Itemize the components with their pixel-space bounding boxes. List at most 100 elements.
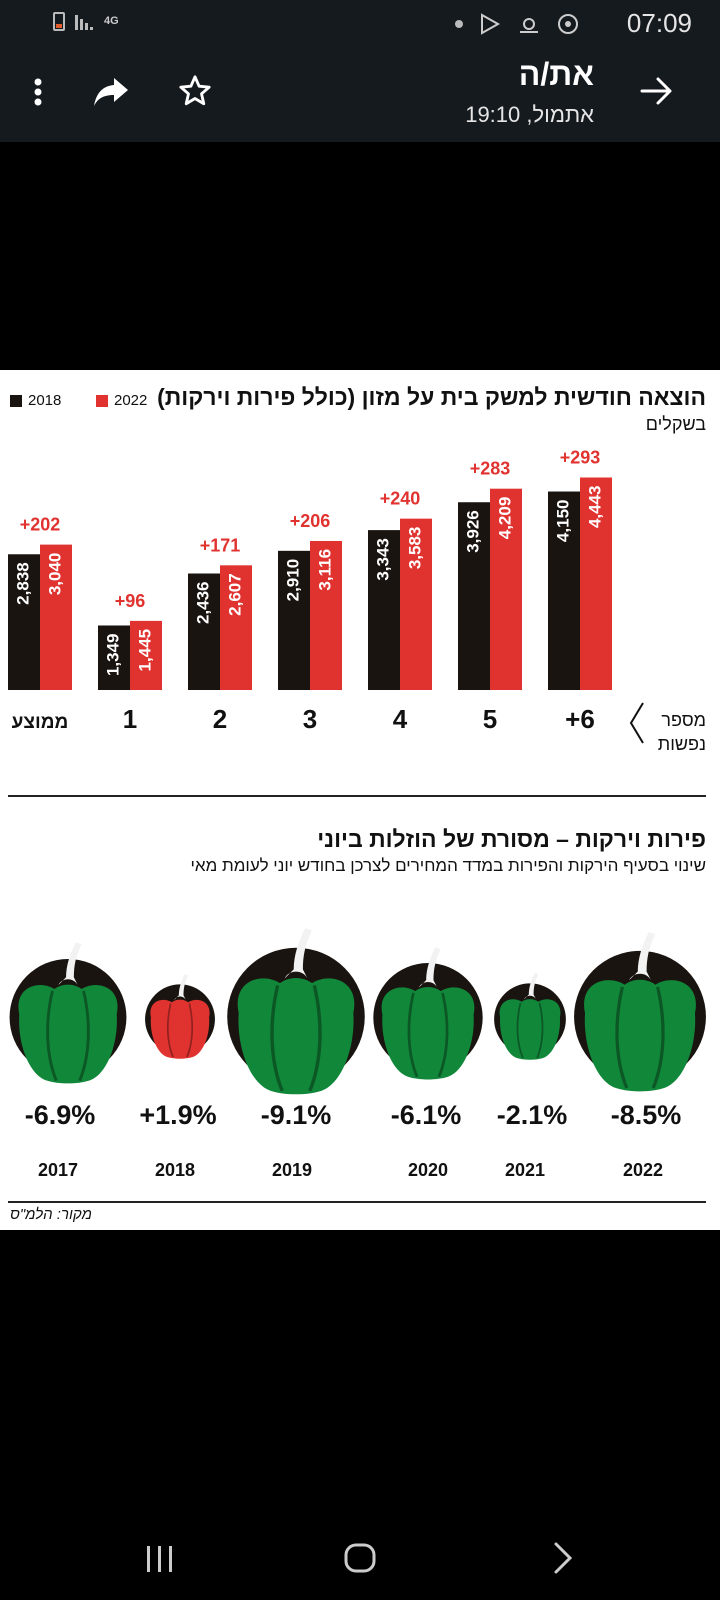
bar-value-label: 2,436 xyxy=(193,581,212,624)
percent-label: -6.9% xyxy=(25,1100,96,1130)
pepper-body xyxy=(584,979,696,1092)
year-label: 2019 xyxy=(272,1160,312,1180)
pepper-ridge xyxy=(615,986,665,1089)
pepper-stem xyxy=(629,931,656,981)
difference-label: +293 xyxy=(560,450,601,468)
pepper-body xyxy=(381,987,475,1080)
divider xyxy=(8,795,706,797)
bar-2018 xyxy=(278,550,310,690)
status-right-icons xyxy=(454,12,580,36)
back-icon[interactable] xyxy=(550,1540,576,1576)
sync-icon xyxy=(558,14,578,34)
source-note: מקור: הלמ"ס xyxy=(10,1206,92,1223)
app-top-bar: את/ה אתמול, 19:10 xyxy=(0,46,720,142)
pepper-ridge xyxy=(516,1002,544,1059)
bar-chart: 2,838 3,040 +202 ממוצע 1,349 1,445 +96 1 2,436 2,… xyxy=(8,450,612,734)
bar-value-label: 2,838 xyxy=(13,562,32,605)
dot-icon xyxy=(455,20,463,28)
chart1-subtitle: בשקלים xyxy=(645,414,706,434)
bar-value-label: 3,040 xyxy=(45,553,64,596)
home-icon[interactable] xyxy=(342,1540,378,1576)
category-label: 6+ xyxy=(565,704,595,734)
divider xyxy=(8,1201,706,1203)
page-title: את/ה xyxy=(518,56,594,92)
pepper-stem xyxy=(524,973,539,1000)
year-label: 2021 xyxy=(505,1160,545,1180)
category-label: 3 xyxy=(303,704,317,734)
pepper-ridge xyxy=(166,1003,194,1058)
year-label: 2018 xyxy=(155,1160,195,1180)
bar-value-label: 3,116 xyxy=(315,549,334,591)
pepper-icon xyxy=(584,931,696,1092)
pepper-chart: -6.9% 2017 +1.9% 2018 -9.1% 2019 -6.1% 2020 -2.1… xyxy=(9,928,706,1180)
legend-2022: 2022 xyxy=(96,392,147,409)
status-bar: 4G 07:09 xyxy=(0,0,720,46)
recent-apps-icon[interactable] xyxy=(143,1542,177,1576)
pepper-stem xyxy=(284,928,313,979)
difference-label: +240 xyxy=(380,489,421,509)
more-vertical-icon[interactable] xyxy=(28,74,48,110)
system-nav-bar xyxy=(0,1520,720,1600)
difference-label: +171 xyxy=(200,535,241,555)
bar-2018 xyxy=(458,502,490,690)
star-icon[interactable] xyxy=(178,74,212,108)
difference-label: +206 xyxy=(290,511,331,531)
bar-value-label: 3,343 xyxy=(373,538,392,581)
bar-2022 xyxy=(490,488,522,690)
axis-label-line2: נפשות xyxy=(657,734,706,754)
percent-label: -9.1% xyxy=(261,1100,332,1130)
bar-2022 xyxy=(400,518,432,690)
legend-swatch xyxy=(10,394,22,407)
bar-value-label: 2,607 xyxy=(225,573,244,616)
legend-label: 2022 xyxy=(114,392,148,409)
axis-label-line1: מספר xyxy=(661,710,706,730)
battery-icon xyxy=(53,12,65,31)
pepper-stem xyxy=(58,942,82,986)
weather-icon xyxy=(520,18,538,33)
year-label: 2020 xyxy=(408,1160,448,1180)
pepper-body xyxy=(18,984,118,1084)
bar-2018 xyxy=(188,573,220,690)
pepper-ridge xyxy=(270,985,322,1092)
status-left: 4G xyxy=(52,10,119,32)
percent-label: -6.1% xyxy=(391,1100,462,1130)
year-label: 2017 xyxy=(38,1160,78,1180)
legend-swatch xyxy=(96,394,108,407)
pepper-ridge xyxy=(46,990,90,1082)
category-label: 2 xyxy=(213,704,227,734)
bar-value-label: 3,926 xyxy=(463,510,482,553)
pepper-stem xyxy=(174,974,189,1000)
chart2-title: פירות וירקות – מסורת של הוזלות ביוני xyxy=(317,826,706,852)
bar-2022 xyxy=(310,540,342,690)
pepper-icon xyxy=(237,928,355,1095)
category-label: 4 xyxy=(393,704,408,734)
bar-2018 xyxy=(98,625,130,690)
category-label: ממוצע xyxy=(12,712,69,733)
percent-label: -8.5% xyxy=(611,1100,682,1130)
bar-2022 xyxy=(130,620,162,690)
category-label: 5 xyxy=(483,704,497,734)
percent-label: -2.1% xyxy=(497,1100,568,1130)
bar-value-label: 4,150 xyxy=(553,500,572,543)
infographic: הוצאה חודשית למשק בית על מזון (כולל פירו… xyxy=(0,370,720,1230)
pepper-icon xyxy=(381,947,475,1080)
bar-2022 xyxy=(40,544,72,690)
pepper-icon xyxy=(150,974,210,1059)
signal-icon xyxy=(75,15,93,30)
chevron-left-icon xyxy=(629,702,644,744)
share-icon[interactable] xyxy=(92,74,132,110)
legend-2018: 2018 xyxy=(10,392,61,409)
pepper-icon xyxy=(499,973,561,1060)
category-label: 1 xyxy=(123,704,137,734)
pepper-body xyxy=(499,999,561,1060)
bar-value-label: 2,910 xyxy=(283,559,302,602)
pepper-icon xyxy=(18,942,118,1084)
bar-value-label: 4,443 xyxy=(585,486,604,529)
pepper-body xyxy=(150,999,210,1059)
arrow-right-icon[interactable] xyxy=(640,76,674,106)
bar-value-label: 3,583 xyxy=(405,527,424,570)
difference-label: +96 xyxy=(115,591,146,611)
difference-label: +202 xyxy=(20,515,61,535)
legend-label: 2018 xyxy=(28,392,62,409)
pepper-stem xyxy=(418,947,441,988)
